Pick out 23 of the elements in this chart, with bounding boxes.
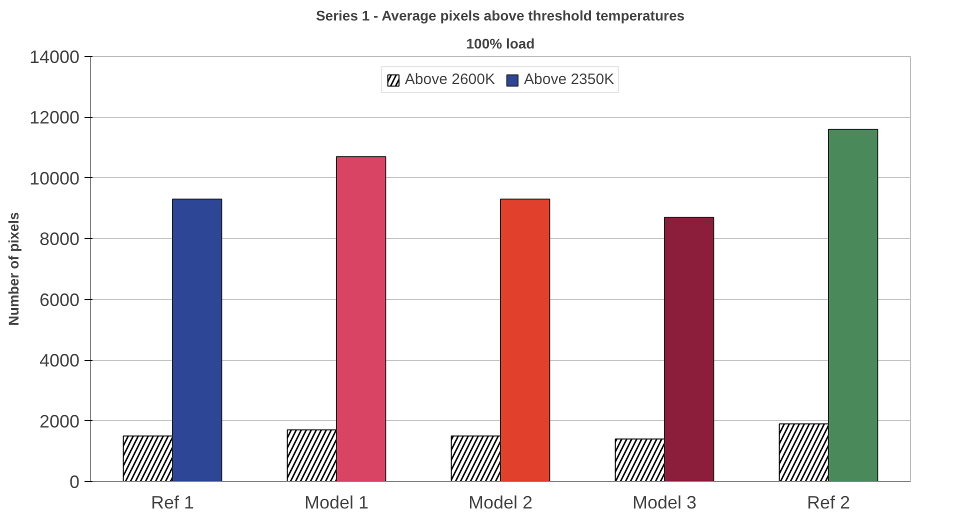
y-tick-label: 10000	[29, 168, 80, 188]
y-tick-label: 0	[69, 472, 80, 492]
chart-title: Series 1 - Average pixels above threshold temperatures	[316, 8, 685, 24]
bar	[500, 198, 550, 482]
y-tick-label: 12000	[29, 108, 80, 128]
y-tick-label: 14000	[29, 47, 80, 67]
x-tick-label: Ref 2	[806, 492, 850, 512]
y-axis-title: Number of pixels	[5, 212, 22, 326]
legend-label: Above 2600K	[404, 71, 495, 88]
bar	[336, 156, 386, 482]
y-tick-label: 8000	[39, 229, 80, 250]
legend-label: Above 2350K	[524, 71, 614, 88]
bar	[172, 198, 222, 482]
bar	[664, 216, 714, 482]
x-tick-label: Ref 1	[150, 492, 194, 512]
x-tick-label: Model 3	[632, 492, 697, 512]
y-tick-label: 6000	[39, 290, 80, 310]
bar	[828, 128, 878, 482]
y-tick-label: 2000	[39, 411, 80, 432]
x-tick-label: Model 2	[468, 492, 533, 512]
chart-subtitle: 100% load	[466, 36, 535, 52]
x-tick-label: Model 1	[304, 492, 369, 512]
y-tick-label: 4000	[39, 350, 80, 371]
